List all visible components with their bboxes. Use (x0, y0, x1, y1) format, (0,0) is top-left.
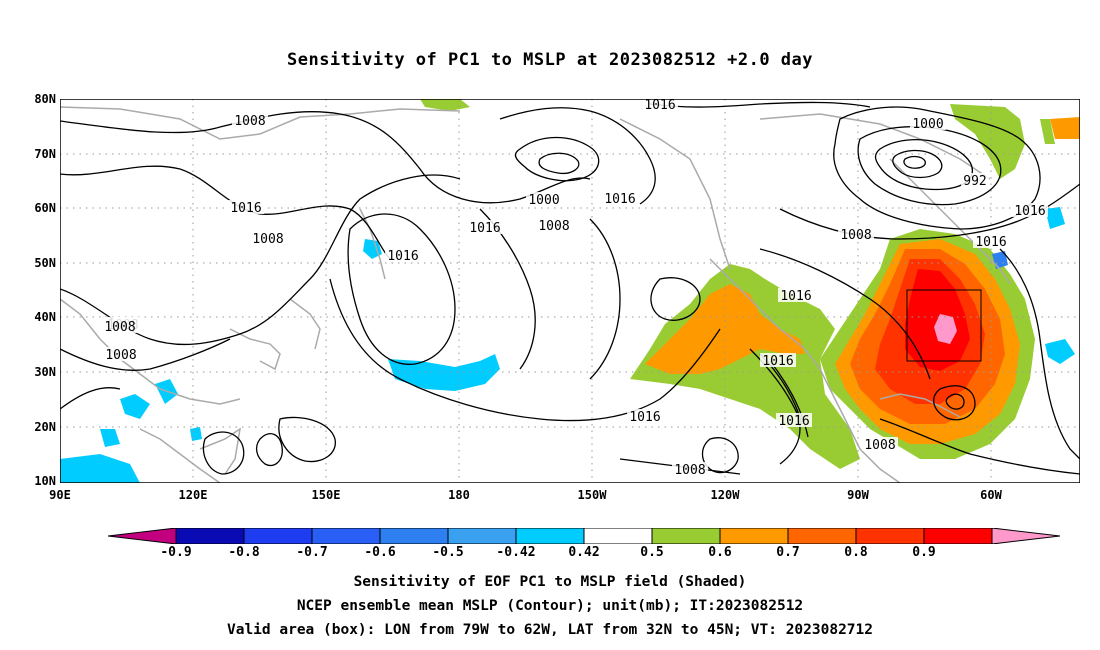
lat-label-20n: 20N (34, 420, 56, 434)
colorbar-tick-label: 0.9 (912, 545, 936, 560)
contour-label: 1016 (644, 99, 675, 113)
colorbar-segment (311, 528, 381, 544)
colorbar-tick-label: -0.8 (228, 545, 260, 560)
contour-label: 1008 (252, 232, 283, 247)
contour-label: 992 (963, 174, 986, 189)
contour-label: 1016 (975, 235, 1006, 250)
colorbar-tick-label: -0.9 (160, 545, 192, 560)
lon-label-150e: 150E (311, 488, 341, 502)
colorbar-segment (651, 528, 721, 544)
colorbar-tick-label: -0.7 (296, 545, 328, 560)
colorbar-tick-label: -0.6 (364, 545, 396, 560)
contour-label: 1008 (538, 219, 569, 234)
graticule (60, 99, 1080, 483)
colorbar-segment (447, 528, 517, 544)
map-panel: 1008 1016 1016 1008 1000 1008 1016 1016 1008 1008… (60, 99, 1080, 483)
lon-label-150w: 150W (577, 488, 607, 502)
caption-shading: Sensitivity of EOF PC1 to MSLP field (Sh… (353, 574, 747, 590)
lat-label-40n: 40N (34, 310, 56, 324)
contour-label: 1000 (528, 193, 559, 208)
contour-label: 1016 (1014, 204, 1045, 219)
contour-label: 1016 (604, 192, 635, 207)
colorbar (108, 528, 1060, 544)
lon-label-120e: 120E (178, 488, 208, 502)
colorbar-segment (379, 528, 449, 544)
contour-label: 1008 (104, 320, 135, 335)
map-title: Sensitivity of PC1 to MSLP at 2023082512… (286, 50, 813, 70)
lon-label-120w: 120W (710, 488, 740, 502)
map-canvas: 1008 1016 1016 1008 1000 1008 1016 1016 1008 1008… (60, 99, 1080, 483)
contour-label: 1000 (912, 117, 943, 132)
colorbar-tick-label: -0.42 (496, 545, 536, 560)
contour-label: 1008 (105, 348, 136, 363)
contour-label: 1008 (864, 438, 895, 453)
caption-contour: NCEP ensemble mean MSLP (Contour); unit(… (296, 598, 804, 614)
contour-label: 1008 (234, 114, 265, 129)
lon-label-60w: 60W (980, 488, 1002, 502)
colorbar-segment (787, 528, 857, 544)
colorbar-segment (175, 528, 245, 544)
colorbar-tick-label: 0.42 (568, 545, 600, 560)
colorbar-segment (583, 528, 653, 544)
contour-label: 1016 (778, 414, 809, 429)
colorbar-segment (243, 528, 313, 544)
lat-label-30n: 30N (34, 365, 56, 379)
caption-valid-area: Valid area (box): LON from 79W to 62W, L… (226, 622, 873, 638)
contour-label: 1016 (387, 249, 418, 264)
positive-sensitivity-shading (420, 99, 1080, 469)
lon-label-90w: 90W (847, 488, 869, 502)
lat-label-60n: 60N (34, 201, 56, 215)
contour-labels: 1008 1016 1016 1008 1000 1008 1016 1016 1008 1008… (102, 99, 1048, 478)
contour-label: 1016 (469, 221, 500, 236)
colorbar-tick-label: 0.7 (776, 545, 800, 560)
colorbar-segment (719, 528, 789, 544)
contour-label: 1008 (840, 228, 871, 243)
contour-label: 1016 (629, 410, 660, 425)
colorbar-segment (855, 528, 925, 544)
colorbar-tick-label: -0.5 (432, 545, 464, 560)
colorbar-min-triangle (108, 528, 177, 544)
colorbar-tick-label: 0.8 (844, 545, 868, 560)
lon-label-90e: 90E (49, 488, 71, 502)
colorbar-segment (515, 528, 585, 544)
colorbar-segment (923, 528, 993, 544)
valid-area-box (906, 289, 982, 362)
lon-label-180: 180 (448, 488, 470, 502)
colorbar-max-triangle (991, 528, 1060, 544)
contour-label: 1016 (230, 201, 261, 216)
lat-label-70n: 70N (34, 147, 56, 161)
lat-label-80n: 80N (34, 92, 56, 106)
colorbar-tick-label: 0.5 (640, 545, 664, 560)
lat-label-50n: 50N (34, 256, 56, 270)
lat-label-10n: 10N (34, 474, 56, 488)
contour-label: 1016 (762, 354, 793, 369)
contour-label: 1016 (780, 289, 811, 304)
contour-label: 1008 (674, 463, 705, 478)
colorbar-tick-label: 0.6 (708, 545, 732, 560)
